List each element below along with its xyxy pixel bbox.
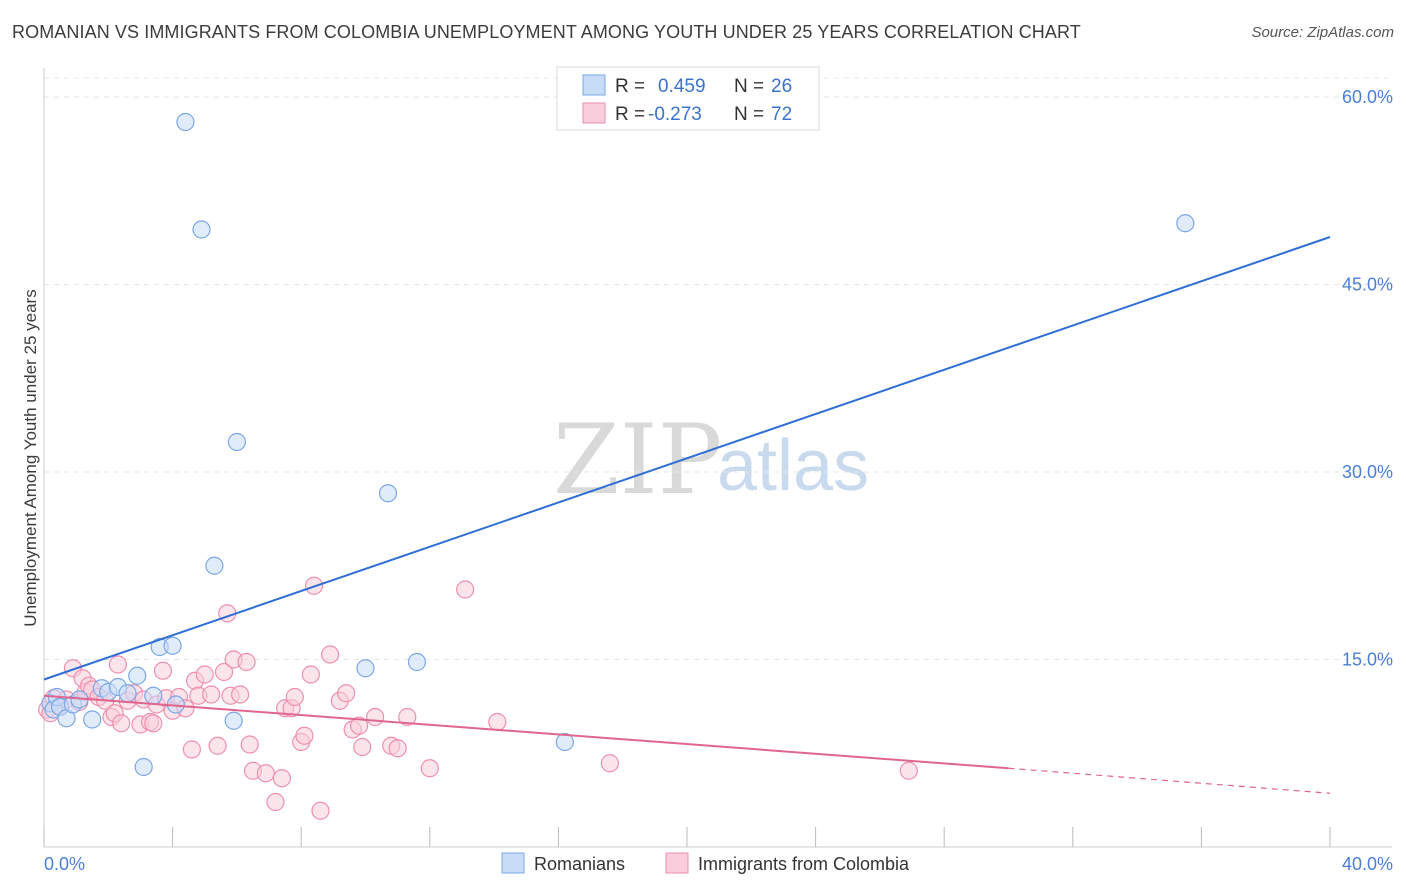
data-point	[118, 684, 137, 703]
data-point	[182, 740, 201, 759]
romanians-n-value: 26	[771, 76, 792, 97]
data-point	[349, 716, 369, 735]
correlation-legend: R = 0.459 N = 26 R = -0.273 N = 72	[556, 66, 820, 131]
watermark-zip: ZIP	[553, 404, 722, 516]
data-point	[321, 645, 340, 664]
data-point	[153, 661, 173, 680]
colombia-n-value: 72	[771, 104, 792, 125]
data-point	[555, 732, 574, 752]
trend-lines	[43, 236, 1331, 794]
data-point	[285, 687, 304, 707]
data-point	[231, 685, 250, 704]
data-point	[272, 769, 292, 788]
data-point	[83, 710, 102, 729]
data-point	[240, 735, 259, 754]
data-point	[295, 726, 314, 745]
x-tick-label-max: 40.0%	[1342, 854, 1393, 874]
legend-colombia-label: Immigrants from Colombia	[698, 854, 910, 874]
y-axis-title: Unemployment Among Youth under 25 years	[21, 289, 40, 626]
data-point	[266, 792, 285, 812]
data-point	[208, 736, 227, 755]
romanians-trend-line	[43, 236, 1331, 681]
data-point	[128, 666, 147, 685]
data-point	[456, 580, 475, 599]
data-point	[899, 761, 918, 780]
data-point	[366, 707, 385, 727]
data-point	[420, 759, 439, 778]
legend-colombia-swatch	[665, 852, 689, 874]
data-point	[356, 659, 375, 678]
data-point	[195, 665, 214, 684]
legend-romanians-swatch	[501, 852, 525, 874]
data-point	[202, 685, 221, 704]
data-point	[256, 764, 275, 783]
data-point	[144, 714, 163, 733]
data-point	[214, 662, 234, 682]
colombia-trend-extension	[1008, 767, 1331, 794]
romanians-r-value: 0.459	[658, 76, 706, 97]
y-tick-label: 15.0%	[1342, 650, 1393, 670]
x-axis-ticks	[43, 827, 1331, 847]
gridlines	[44, 77, 1392, 660]
y-tick-label: 45.0%	[1342, 275, 1393, 295]
data-point	[301, 665, 320, 684]
data-point	[108, 655, 128, 674]
romanians-n-label: N =	[734, 76, 764, 97]
series-romanians	[41, 112, 1195, 777]
data-point	[224, 711, 243, 730]
watermark: ZIP atlas	[553, 404, 869, 516]
data-point	[353, 737, 372, 757]
data-point	[237, 652, 256, 672]
source-label: Source: ZipAtlas.com	[1251, 24, 1394, 41]
watermark-atlas: atlas	[717, 426, 869, 506]
data-point	[311, 801, 330, 820]
series-legend: Romanians Immigrants from Colombia	[501, 852, 910, 874]
legend-romanians-label: Romanians	[534, 854, 625, 874]
data-point	[407, 652, 427, 672]
data-point	[600, 754, 619, 773]
data-point	[163, 636, 182, 655]
data-point	[205, 556, 224, 575]
data-point	[378, 484, 398, 503]
colombia-trend-line	[43, 694, 1009, 770]
data-point	[1176, 214, 1195, 233]
data-point	[488, 712, 507, 732]
colombia-r-label: R =	[615, 104, 645, 125]
romanians-r-label: R =	[615, 76, 645, 97]
chart-title: ROMANIAN VS IMMIGRANTS FROM COLOMBIA UNE…	[12, 22, 1081, 42]
romanians-swatch	[582, 74, 606, 96]
x-tick-label-min: 0.0%	[44, 854, 85, 874]
colombia-swatch	[582, 102, 606, 124]
data-point	[227, 432, 246, 452]
data-point	[144, 686, 163, 705]
data-point	[134, 757, 153, 777]
colombia-r-value: -0.273	[648, 104, 702, 125]
data-point	[398, 707, 417, 727]
data-point	[192, 220, 211, 239]
data-point	[337, 684, 356, 703]
data-point	[176, 112, 195, 132]
y-tick-label: 60.0%	[1342, 87, 1393, 107]
data-point	[112, 714, 131, 733]
data-point	[388, 739, 407, 758]
y-tick-labels: 15.0% 30.0% 45.0% 60.0%	[1342, 87, 1393, 670]
y-tick-label: 30.0%	[1342, 462, 1393, 482]
colombia-n-label: N =	[734, 104, 764, 125]
